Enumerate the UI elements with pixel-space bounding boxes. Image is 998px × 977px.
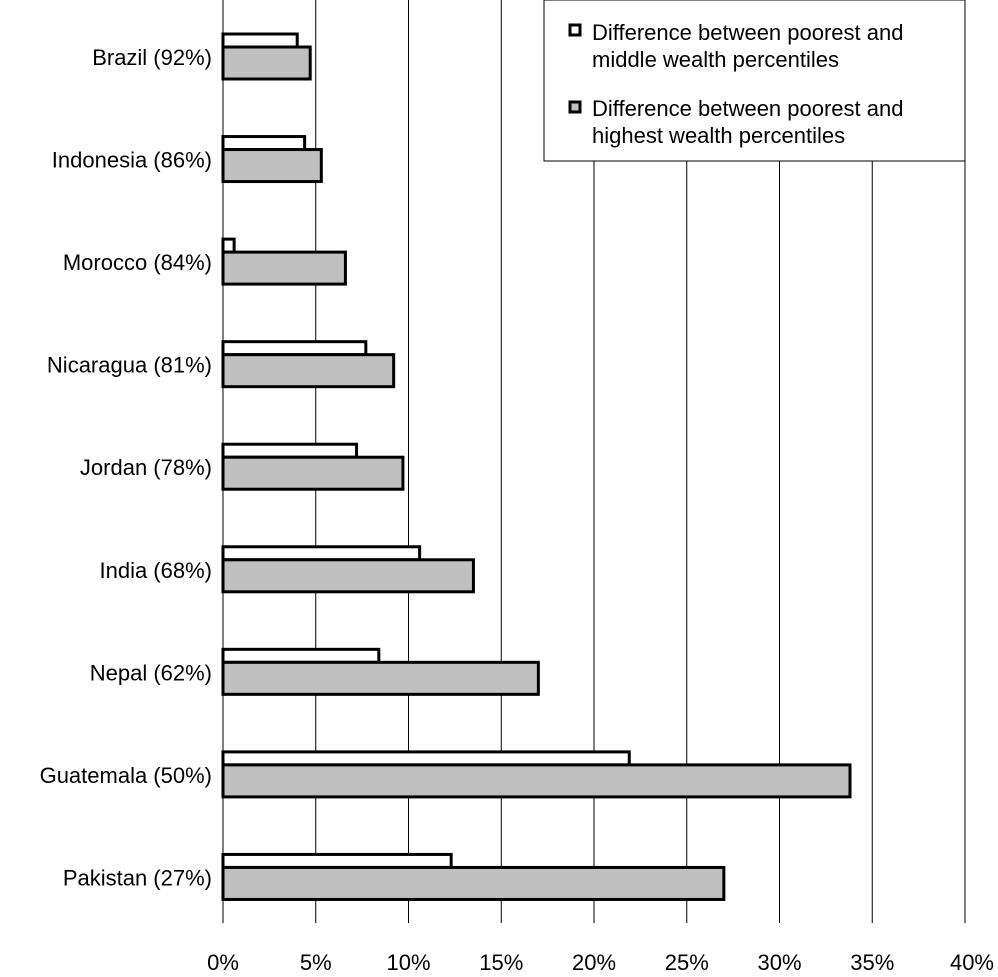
x-tick-labels: 0% 5% 10% 15% 20% 25% 30% 35% 40% <box>207 950 994 975</box>
bar-middle-7 <box>221 750 631 767</box>
category-label: India (68%) <box>99 558 212 583</box>
x-tick-label: 35% <box>850 950 894 975</box>
x-tick-label: 20% <box>572 950 616 975</box>
bar-middle-3 <box>221 340 368 357</box>
bars <box>221 32 852 901</box>
legend-label-middle-line1: Difference between poorest and <box>592 20 903 45</box>
category-label: Nepal (62%) <box>90 660 212 685</box>
legend-swatch-middle <box>568 23 582 37</box>
x-tick-label: 40% <box>950 950 994 975</box>
bar-highest-7 <box>221 763 852 799</box>
bar-highest-2 <box>221 250 347 286</box>
bar-highest-3 <box>221 353 396 389</box>
legend-swatch-highest <box>568 100 582 114</box>
x-tick-label: 5% <box>300 950 332 975</box>
legend-box <box>543 0 966 162</box>
category-label: Morocco (84%) <box>63 250 212 275</box>
category-label: Nicaragua (81%) <box>47 353 212 378</box>
bar-middle-1 <box>221 135 307 152</box>
bar-highest-6 <box>221 660 540 696</box>
bar-middle-8 <box>221 852 453 869</box>
legend-label-highest-line1: Difference between poorest and <box>592 96 903 121</box>
bar-middle-4 <box>221 442 359 459</box>
bar-middle-2 <box>221 237 236 254</box>
bar-highest-4 <box>221 455 405 491</box>
bar-middle-6 <box>221 647 381 664</box>
bar-highest-0 <box>221 45 312 81</box>
bar-highest-8 <box>221 865 726 901</box>
category-label: Brazil (92%) <box>92 45 212 70</box>
x-tick-label: 0% <box>207 950 239 975</box>
bar-middle-0 <box>221 32 299 49</box>
x-tick-label: 25% <box>665 950 709 975</box>
x-tick-label: 10% <box>386 950 430 975</box>
bar-highest-5 <box>221 558 475 594</box>
category-label: Pakistan (27%) <box>63 865 212 890</box>
category-label: Indonesia (86%) <box>52 148 212 173</box>
bar-highest-1 <box>221 148 323 184</box>
legend: Difference between poorest and middle we… <box>543 0 966 162</box>
category-label: Guatemala (50%) <box>40 763 212 788</box>
x-tick-label: 30% <box>757 950 801 975</box>
x-tick-label: 15% <box>479 950 523 975</box>
legend-label-highest-line2: highest wealth percentiles <box>592 123 845 148</box>
bar-middle-5 <box>221 545 422 562</box>
category-labels: Brazil (92%) Indonesia (86%) Morocco (84%)… <box>40 45 212 890</box>
legend-label-middle-line2: middle wealth percentiles <box>592 47 839 72</box>
category-label: Jordan (78%) <box>80 455 212 480</box>
